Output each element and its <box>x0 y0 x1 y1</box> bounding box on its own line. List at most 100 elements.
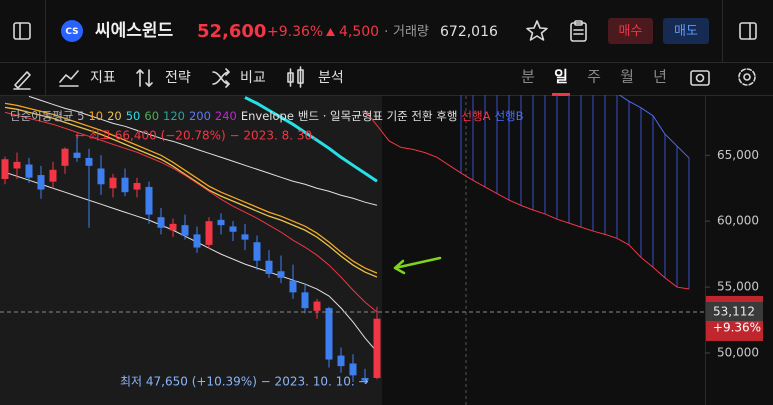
candle-body <box>85 157 93 166</box>
legend-item[interactable]: 50 <box>126 109 141 123</box>
candle-body <box>325 308 333 360</box>
y-tick-label: 50,000 <box>717 345 759 359</box>
panel-toggle[interactable] <box>739 22 757 40</box>
candle-body <box>241 234 249 240</box>
buy-button[interactable] <box>608 18 653 44</box>
sidebar-toggle[interactable] <box>13 22 31 40</box>
pointer-arrow <box>393 256 442 275</box>
active-underline <box>552 93 570 96</box>
indicator-line <box>28 95 378 206</box>
legend-item[interactable]: 선행B <box>494 109 523 123</box>
price: 52,600 <box>197 21 266 42</box>
candle-body <box>301 292 309 309</box>
candle-body <box>217 219 225 226</box>
candle-body <box>229 226 237 232</box>
change: 4,500 <box>339 24 379 40</box>
legend-item[interactable]: 60 <box>144 109 159 123</box>
candle-body <box>49 169 57 182</box>
sell-button[interactable] <box>663 18 709 44</box>
candle-body <box>361 377 369 381</box>
candle-body <box>277 271 285 278</box>
y-tick-label: 55,000 <box>717 280 759 294</box>
candle-body <box>97 168 105 185</box>
candle-body <box>349 363 357 376</box>
candle-body <box>265 260 273 274</box>
tool-label[interactable]: 전략 <box>165 70 191 86</box>
analysis-icon[interactable] <box>287 66 304 88</box>
leading-span-b <box>618 95 690 159</box>
candle-body <box>169 223 177 231</box>
last-price-label: 53,112 <box>713 304 755 318</box>
candle-body <box>157 217 165 228</box>
indicator-line <box>244 96 378 183</box>
sell-label: 매도 <box>674 24 698 39</box>
y-tick-label: 65,000 <box>717 148 759 162</box>
candle-body <box>193 234 201 248</box>
logo <box>61 20 83 42</box>
buy-label: 매수 <box>619 24 643 39</box>
tool-label[interactable]: 비교 <box>240 70 266 86</box>
legend-item[interactable]: 240 <box>215 109 237 123</box>
y-tick-label: 60,000 <box>717 214 759 228</box>
candle-body <box>13 161 21 169</box>
indicator-icon[interactable] <box>59 70 79 87</box>
candle-body <box>337 355 345 367</box>
separator: · <box>384 24 388 40</box>
candle-body <box>313 301 321 311</box>
period-tab[interactable]: 년 <box>653 68 667 86</box>
legend-item[interactable]: 밴드 · 일목균형표 기준 전환 후행 <box>298 109 457 123</box>
stock-name: 씨에스윈드 <box>95 21 174 41</box>
change-pct: +9.36% <box>267 24 323 40</box>
tool-label[interactable]: 지표 <box>90 70 116 86</box>
period-tab[interactable]: 월 <box>620 68 634 86</box>
leading-span-a <box>364 110 690 290</box>
legend-item[interactable]: Envelope <box>241 109 294 123</box>
toolbar: 지표 전략 비교 분석 분 일 주 월 년 <box>90 68 667 96</box>
candle-body <box>373 318 381 378</box>
candle-body <box>61 148 69 166</box>
period-tab[interactable]: 분 <box>521 68 535 86</box>
candle-body <box>181 225 189 236</box>
settings[interactable] <box>738 68 756 86</box>
screenshot[interactable] <box>690 70 710 86</box>
legend-item[interactable]: 20 <box>107 109 122 123</box>
indicator-line <box>4 111 378 313</box>
period-tab[interactable]: 주 <box>587 68 601 86</box>
logo-text: CS <box>65 27 78 37</box>
candle-body <box>73 152 81 158</box>
volume: 672,016 <box>440 24 498 40</box>
price-tag-inner <box>706 301 763 321</box>
candle-body <box>133 182 141 190</box>
legend-item[interactable]: 단순이동평균 5 <box>10 109 84 123</box>
candle-body <box>121 177 129 193</box>
plot <box>1 95 690 384</box>
compare-icon[interactable] <box>212 68 230 88</box>
notes[interactable] <box>570 20 587 42</box>
legend-item[interactable]: 선행A <box>461 109 490 123</box>
annotation: 최저 47,650 (+10.39%) − 2023. 10. 10. → <box>120 375 369 389</box>
annotation: ← 최고 66,400 (−20.78%) − 2023. 8. 30. <box>75 129 316 143</box>
draw-tool[interactable] <box>13 71 31 90</box>
candle-body <box>253 242 261 261</box>
candle-body <box>145 186 153 215</box>
tool-label[interactable]: 분석 <box>318 70 344 86</box>
legend-item[interactable]: 200 <box>189 109 211 123</box>
candle-body <box>1 159 9 180</box>
legend-item[interactable]: 10 <box>88 109 103 123</box>
candle-body <box>109 177 117 189</box>
favorite[interactable] <box>526 20 548 41</box>
candle-body <box>205 221 213 245</box>
indicator-line <box>4 102 378 274</box>
last-change-label: +9.36% <box>713 320 761 334</box>
legend-item[interactable]: 120 <box>163 109 185 123</box>
strategy-icon[interactable] <box>136 69 153 87</box>
candle-body <box>25 164 33 178</box>
candle-body <box>37 175 45 190</box>
up-triangle <box>326 28 335 36</box>
indicator-line <box>4 171 378 353</box>
indicator-line <box>4 106 378 278</box>
legend: 단순이동평균 5 10 20 50 60 120 200 240 Envelope 밴드 · 일목… <box>10 109 524 123</box>
period-tab[interactable]: 일 <box>554 68 568 86</box>
